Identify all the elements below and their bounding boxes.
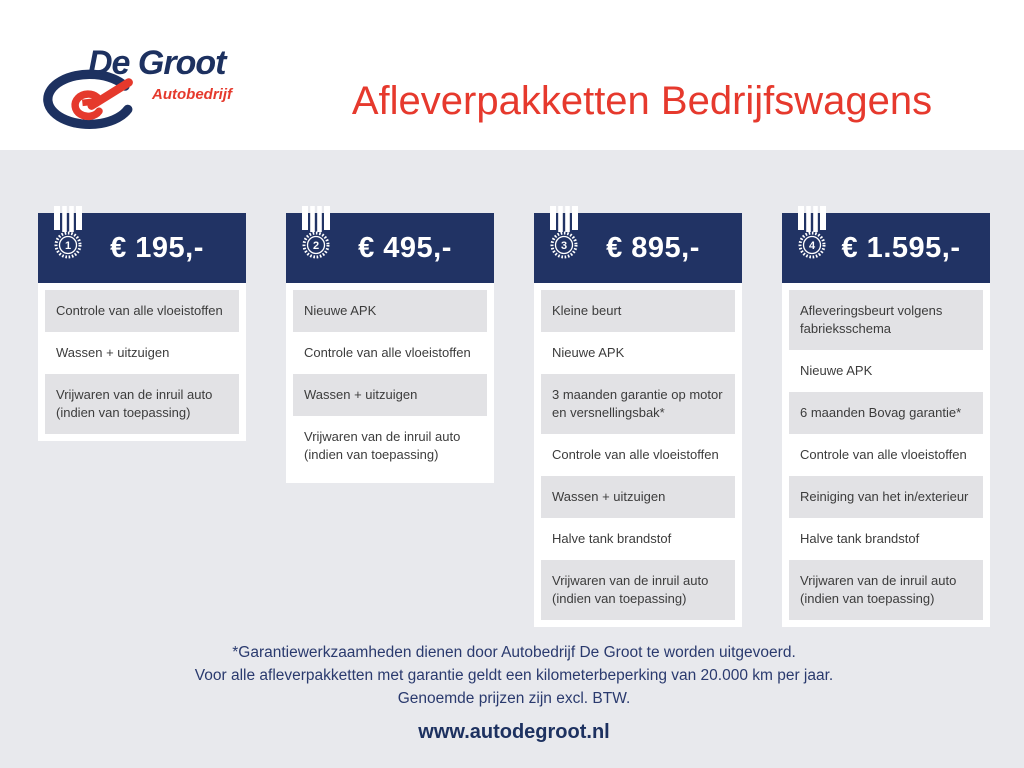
footnote-line: Genoemde prijzen zijn excl. BTW.: [397, 690, 631, 707]
package-price-bar: 4 € 1.595,-: [782, 206, 990, 283]
package-item: Controle van alle vloeistoffen: [45, 290, 239, 332]
header-band: De Groot Autobedrijf Afleverpakketten Be…: [0, 0, 1024, 150]
package-item: Kleine beurt: [541, 290, 735, 332]
packages-board: 1 € 195,- Controle van alle vloeistoffen…: [0, 150, 1024, 744]
package-items: Controle van alle vloeistoffen Wassen + u…: [38, 283, 246, 441]
medal-number: 4: [809, 240, 816, 252]
brand-name: De Groot: [88, 44, 226, 82]
package-item: Vrijwaren van de inruil auto (indien van…: [304, 429, 461, 462]
package-price: € 1.595,-: [841, 231, 961, 264]
packages-row: 1 € 195,- Controle van alle vloeistoffen…: [38, 206, 990, 627]
medal-ribbon-icon: 1: [54, 206, 82, 259]
package-item: Wassen + uitzuigen: [293, 374, 487, 416]
medal-ribbon-icon: 4: [798, 206, 826, 259]
package-item: Nieuwe APK: [552, 345, 625, 360]
brand-logo: De Groot Autobedrijf: [36, 36, 246, 140]
package-item: Halve tank brandstof: [800, 531, 920, 546]
footnotes: *Garantiewerkzaamheden dienen door Autob…: [38, 641, 990, 710]
medal-ribbon-icon: 2: [302, 206, 330, 259]
package-price: € 495,-: [358, 231, 452, 264]
package-item: Controle van alle vloeistoffen: [800, 447, 967, 462]
package-item: Controle van alle vloeistoffen: [552, 447, 719, 462]
package-card: 4 € 1.595,- Afleveringsbeurt volgens fab…: [782, 206, 990, 627]
brand-subtitle: Autobedrijf: [152, 86, 232, 103]
package-item: 6 maanden Bovag garantie*: [789, 392, 983, 434]
package-item: Nieuwe APK: [293, 290, 487, 332]
package-price-bar: 2 € 495,-: [286, 206, 494, 283]
package-items: Kleine beurt Nieuwe APK 3 maanden garantie…: [534, 283, 742, 627]
website-link[interactable]: www.autodegroot.nl: [418, 721, 610, 743]
package-item: 3 maanden garantie op motor en versnelli…: [541, 374, 735, 434]
package-item: Nieuwe APK: [800, 363, 873, 378]
package-item: Wassen + uitzuigen: [56, 345, 170, 360]
medal-number: 3: [561, 240, 567, 252]
package-item: Controle van alle vloeistoffen: [304, 345, 471, 360]
medal-number: 2: [313, 240, 319, 252]
page-title: Afleverpakketten Bedrijfswagens: [351, 79, 933, 124]
package-card: 3 € 895,- Kleine beurt Nieuwe APK 3 maande…: [534, 206, 742, 627]
package-card: 2 € 495,- Nieuwe APK Controle van alle vl…: [286, 206, 494, 483]
medal-number: 1: [65, 240, 71, 252]
package-item: Vrijwaren van de inruil auto (indien van…: [541, 560, 735, 620]
package-item: Reiniging van het in/exterieur: [789, 476, 983, 518]
medal-ribbon-icon: 3: [550, 206, 578, 259]
footnote-line: Voor alle afleverpakketten met garantie …: [194, 667, 834, 684]
package-price-bar: 1 € 195,-: [38, 206, 246, 283]
ellipse-swoosh-logo-icon: [43, 69, 133, 130]
package-item: Afleveringsbeurt volgens fabrieksschema: [789, 290, 983, 350]
package-item: Vrijwaren van de inruil auto (indien van…: [789, 560, 983, 620]
package-price: € 195,-: [110, 231, 204, 264]
package-price: € 895,-: [606, 231, 700, 264]
package-item: Halve tank brandstof: [552, 531, 672, 546]
package-items: Afleveringsbeurt volgens fabrieksschema N…: [782, 283, 990, 627]
package-card: 1 € 195,- Controle van alle vloeistoffen…: [38, 206, 246, 441]
package-price-bar: 3 € 895,-: [534, 206, 742, 283]
package-item: Vrijwaren van de inruil auto (indien van…: [45, 374, 239, 434]
footnote-line: *Garantiewerkzaamheden dienen door Autob…: [232, 644, 796, 661]
package-items: Nieuwe APK Controle van alle vloeistoffen…: [286, 283, 494, 483]
package-item: Wassen + uitzuigen: [541, 476, 735, 518]
